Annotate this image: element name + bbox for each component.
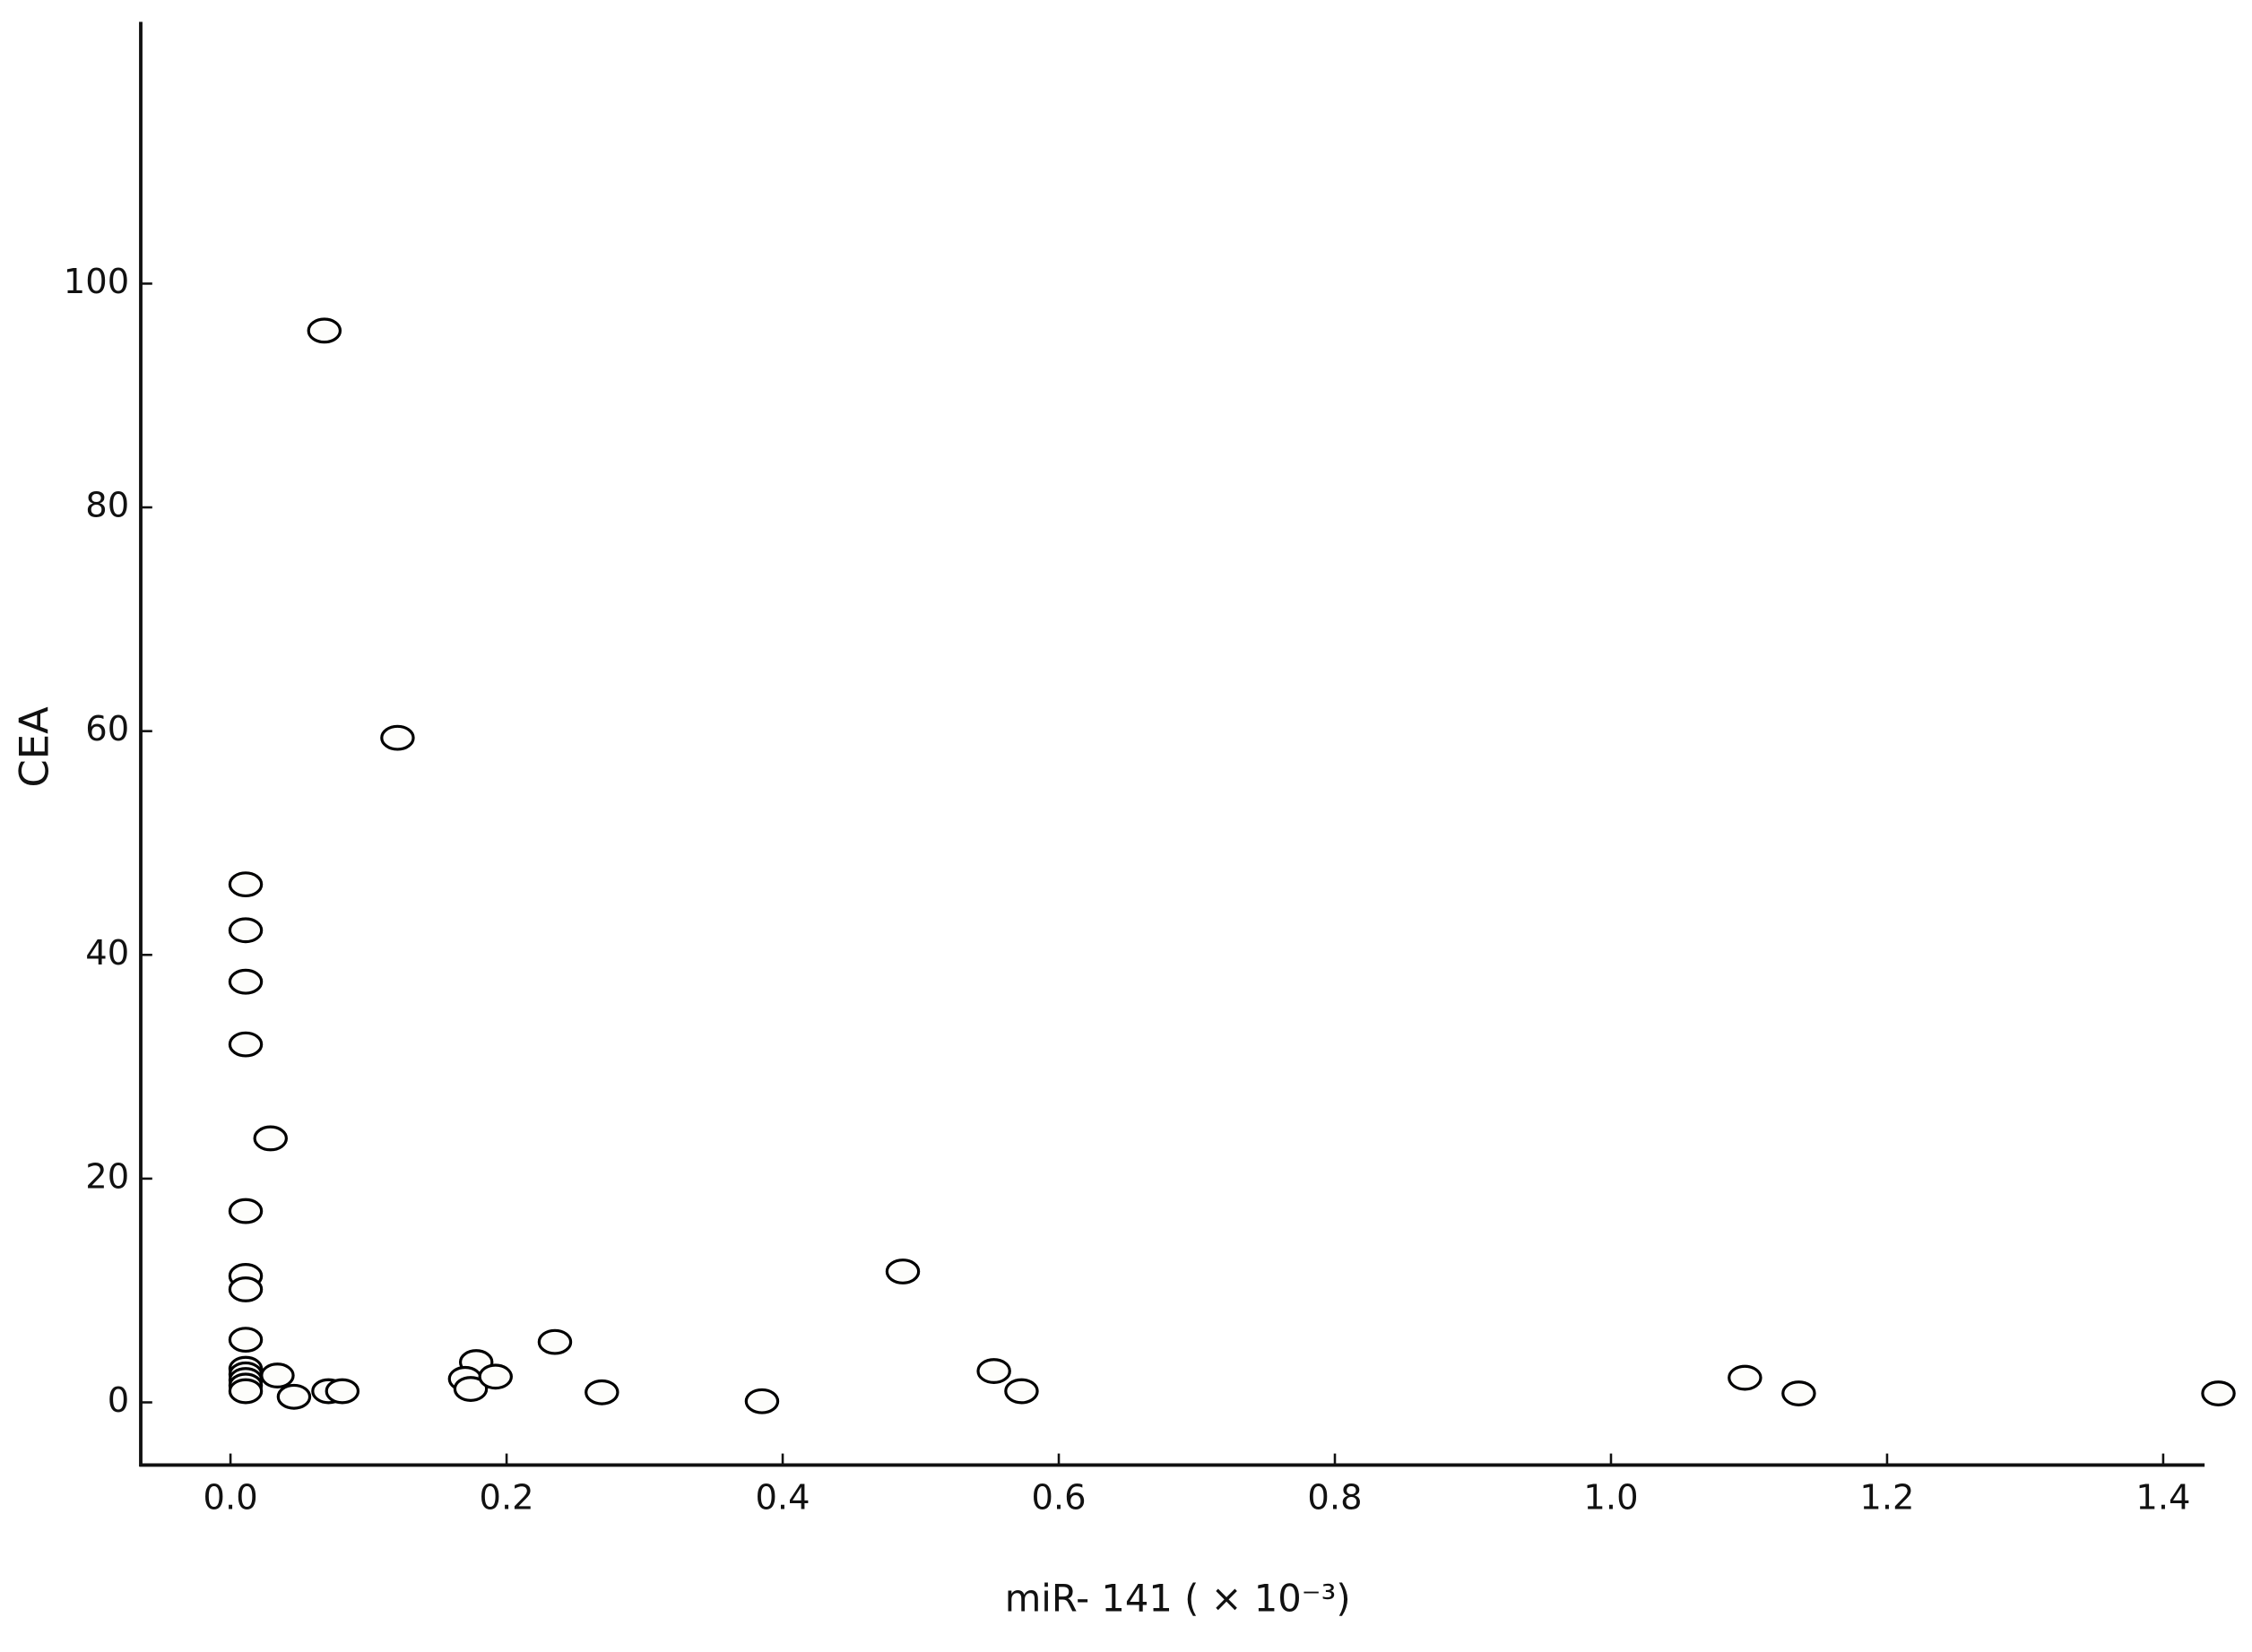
point [228,917,264,944]
point [228,968,264,995]
y-axis-label: CEA [11,706,58,788]
y-tick-label: 100 [64,262,129,302]
y-tick-label: 60 [85,709,129,749]
point [744,1388,780,1414]
x-tick-label: 0.8 [1307,1477,1362,1518]
point [976,1358,1011,1384]
point [307,317,342,344]
point [325,1378,360,1405]
point [478,1363,513,1390]
point [1781,1380,1816,1406]
point [2201,1380,2236,1406]
point [253,1125,288,1152]
point [228,1031,264,1058]
y-tick-label: 0 [108,1380,129,1421]
x-tick-label: 0.0 [204,1477,258,1518]
point [537,1328,573,1355]
x-tick-label: 0.2 [480,1477,534,1518]
x-tick-label: 0.6 [1031,1477,1086,1518]
x-tick-label: 0.4 [755,1477,810,1518]
point [380,724,415,751]
point [228,1327,264,1354]
point [453,1376,489,1402]
x-tick-label: 1.2 [1859,1477,1914,1518]
point [1004,1378,1039,1405]
x-axis-label: miR- 141 ( × 10⁻³) [1005,1577,1351,1621]
point [885,1258,921,1284]
y-tick-label: 80 [85,486,129,526]
x-tick-label: 1.4 [2135,1477,2190,1518]
point [228,1276,264,1302]
point [228,1198,264,1224]
point [228,871,264,898]
y-tick-label: 20 [85,1156,129,1197]
x-tick-label: 1.0 [1583,1477,1638,1518]
point [585,1379,619,1405]
y-tick-label: 40 [85,933,129,973]
point [260,1362,295,1388]
point [228,1378,264,1405]
point [1728,1364,1763,1391]
point [276,1383,312,1410]
